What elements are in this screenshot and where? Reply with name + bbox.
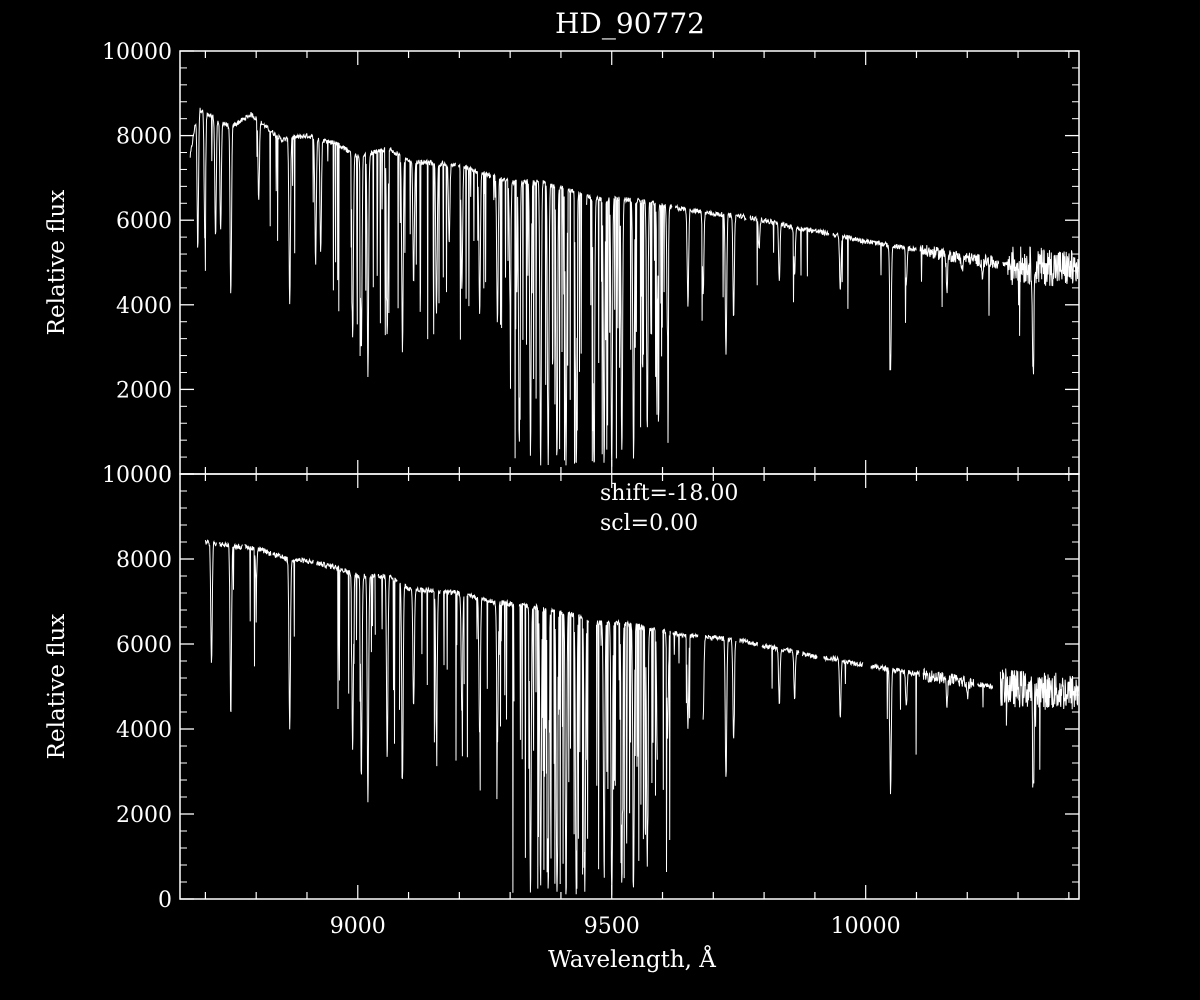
plot-frame — [179, 50, 1080, 475]
y-tick-label: 2000 — [116, 378, 172, 403]
y-tick-label: 6000 — [116, 633, 172, 658]
x-tick-label: 10000 — [831, 914, 901, 939]
y-tick-label: 0 — [158, 463, 172, 488]
y-tick-label: 4000 — [116, 294, 172, 319]
annotation: shift=-18.00 — [600, 481, 738, 506]
y-tick-label: 10000 — [102, 40, 172, 65]
panels: 0 2000 4000 6000 8000 10000 Relative flux 0 2000… — [44, 40, 1080, 939]
y-axis-title: Relative flux — [44, 614, 70, 760]
spectrum-line — [204, 539, 1079, 896]
x-tick-label: 9000 — [330, 914, 386, 939]
spectrum-line — [189, 107, 1079, 467]
y-tick-label: 10000 — [102, 463, 172, 488]
y-axis-title: Relative flux — [44, 190, 70, 336]
y-tick-label: 4000 — [116, 718, 172, 743]
chart-title: HD_90772 — [555, 7, 705, 40]
plot-frame — [179, 473, 1080, 900]
y-tick-label: 0 — [158, 888, 172, 913]
y-tick-label: 8000 — [116, 125, 172, 150]
y-tick-label: 8000 — [116, 548, 172, 573]
y-tick-label: 2000 — [116, 803, 172, 828]
y-tick-label: 6000 — [116, 209, 172, 234]
x-axis-title: Wavelength, Å — [548, 945, 716, 973]
panel-bottom: 0 2000 4000 6000 8000 10000 9000 9500 10000 Relat… — [44, 463, 1080, 939]
x-tick-label: 9500 — [584, 914, 640, 939]
panel-top: 0 2000 4000 6000 8000 10000 Relative flux — [44, 40, 1080, 488]
annotation: scl=0.00 — [600, 511, 698, 536]
